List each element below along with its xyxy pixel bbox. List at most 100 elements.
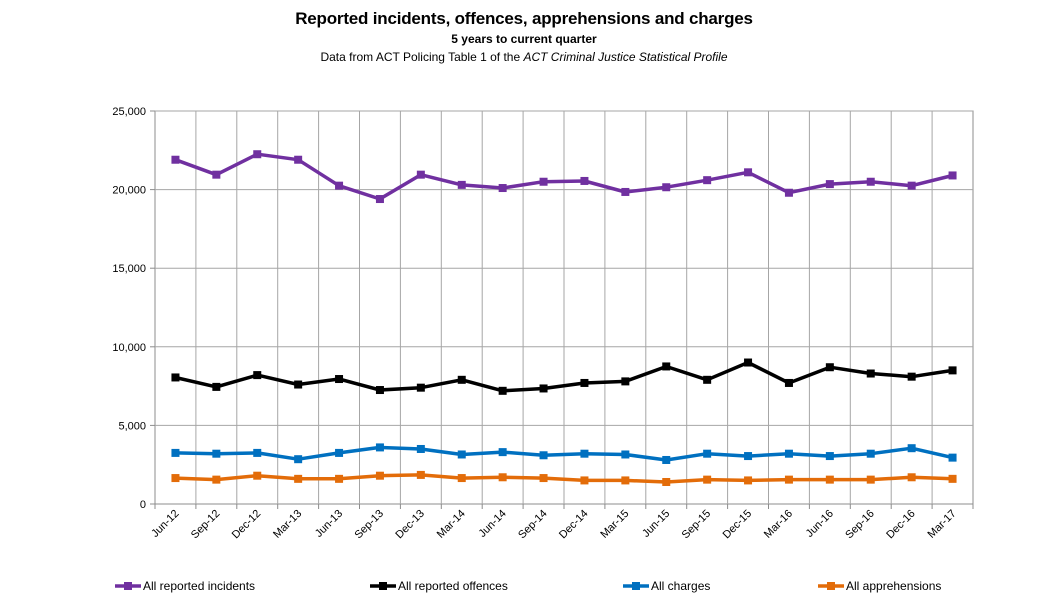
data-point-all-reported-offences xyxy=(212,382,221,391)
data-point-all-reported-offences xyxy=(416,383,425,392)
chart-title: Reported incidents, offences, apprehensi… xyxy=(295,9,753,28)
x-tick-label: Jun-15 xyxy=(640,508,672,540)
data-point-all-reported-offences xyxy=(580,378,589,387)
data-point-all-reported-incidents xyxy=(212,170,221,179)
data-point-all-reported-offences xyxy=(703,375,712,384)
x-tick-label: Sep-16 xyxy=(843,508,877,542)
data-point-all-reported-offences xyxy=(744,358,753,367)
x-tick-label: Jun-16 xyxy=(804,508,836,540)
data-point-all-reported-offences xyxy=(171,373,180,382)
chart-source-title: ACT Criminal Justice Statistical Profile xyxy=(523,50,728,64)
data-point-all-charges xyxy=(948,453,957,462)
x-tick-label: Sep-15 xyxy=(680,508,714,542)
data-point-all-reported-incidents xyxy=(539,177,548,186)
data-point-all-charges xyxy=(825,452,834,461)
data-point-all-apprehensions xyxy=(703,475,712,484)
data-point-all-charges xyxy=(457,450,466,459)
data-point-all-apprehensions xyxy=(457,474,466,483)
y-tick-label: 10,000 xyxy=(112,342,146,354)
y-tick-label: 15,000 xyxy=(112,263,146,275)
data-point-all-reported-offences xyxy=(662,362,671,371)
legend-label-all-reported-incidents: All reported incidents xyxy=(143,579,255,593)
data-point-all-apprehensions xyxy=(539,474,548,483)
x-tick-label: Dec-13 xyxy=(393,508,427,542)
data-point-all-charges xyxy=(416,444,425,453)
series-line-all-apprehensions xyxy=(175,473,953,484)
data-point-all-charges xyxy=(498,448,507,457)
chart-source: Data from ACT Policing Table 1 of the AC… xyxy=(0,48,1048,66)
data-point-all-charges xyxy=(539,451,548,460)
series-line-all-charges xyxy=(175,445,953,462)
data-point-all-reported-offences xyxy=(498,386,507,395)
data-point-all-charges xyxy=(866,449,875,458)
data-point-all-apprehensions xyxy=(744,476,753,485)
data-point-all-reported-offences xyxy=(539,384,548,393)
data-point-all-apprehensions xyxy=(825,475,834,484)
x-tick-label: Mar-17 xyxy=(926,508,959,541)
x-tick-label: Sep-13 xyxy=(352,508,386,542)
data-point-all-reported-incidents xyxy=(784,188,793,197)
data-point-all-charges xyxy=(784,449,793,458)
data-point-all-reported-incidents xyxy=(703,176,712,185)
data-point-all-apprehensions xyxy=(662,477,671,486)
data-point-all-reported-incidents xyxy=(416,170,425,179)
data-point-all-apprehensions xyxy=(294,474,303,483)
y-tick-label: 20,000 xyxy=(112,185,146,197)
data-point-all-reported-offences xyxy=(825,363,834,372)
data-point-all-apprehensions xyxy=(580,476,589,485)
legend-marker-all-reported-incidents xyxy=(124,582,132,590)
data-point-all-charges xyxy=(662,455,671,464)
series-line-all-reported-incidents xyxy=(174,152,953,201)
x-tick-label: Jun-12 xyxy=(149,508,181,540)
y-tick-label: 5,000 xyxy=(118,420,146,432)
data-point-all-reported-offences xyxy=(457,375,466,384)
data-point-all-charges xyxy=(294,455,303,464)
data-point-all-apprehensions xyxy=(253,471,262,480)
chart-source-prefix: Data from ACT Policing Table 1 of the xyxy=(320,50,524,64)
data-point-all-apprehensions xyxy=(784,475,793,484)
x-tick-label: Jun-14 xyxy=(476,508,508,540)
data-point-all-reported-incidents xyxy=(825,180,834,189)
x-tick-label: Dec-15 xyxy=(721,508,755,542)
data-point-all-reported-incidents xyxy=(907,181,916,190)
data-point-all-reported-incidents xyxy=(744,168,753,177)
y-tick-label: 0 xyxy=(140,499,146,511)
data-point-all-apprehensions xyxy=(498,473,507,482)
data-point-all-apprehensions xyxy=(171,474,180,483)
data-point-all-apprehensions xyxy=(375,471,384,480)
x-tick-label: Mar-14 xyxy=(435,508,468,541)
x-tick-label: Jun-13 xyxy=(313,508,345,540)
x-tick-label: Dec-12 xyxy=(230,508,264,542)
data-point-all-charges xyxy=(580,449,589,458)
data-point-all-charges xyxy=(335,448,344,457)
data-point-all-reported-incidents xyxy=(621,187,630,196)
data-point-all-reported-offences xyxy=(335,375,344,384)
x-tick-label: Mar-16 xyxy=(762,508,795,541)
data-point-all-apprehensions xyxy=(621,476,630,485)
legend-marker-all-reported-offences xyxy=(379,582,387,590)
data-point-all-charges xyxy=(703,449,712,458)
data-point-all-reported-offences xyxy=(253,371,262,380)
x-tick-label: Mar-15 xyxy=(598,508,631,541)
data-point-all-charges xyxy=(907,444,916,453)
legend-marker-all-charges xyxy=(632,582,640,590)
data-point-all-reported-incidents xyxy=(580,176,589,185)
legend-label-all-charges: All charges xyxy=(651,579,710,593)
data-point-all-reported-incidents xyxy=(457,180,466,189)
x-tick-label: Sep-12 xyxy=(189,508,223,542)
y-tick-label: 25,000 xyxy=(112,106,146,118)
data-point-all-reported-offences xyxy=(375,386,384,395)
series-line-all-reported-offences xyxy=(175,360,953,393)
data-point-all-reported-incidents xyxy=(335,181,344,190)
data-point-all-apprehensions xyxy=(335,474,344,483)
data-point-all-reported-offences xyxy=(621,377,630,386)
data-point-all-reported-incidents xyxy=(662,183,671,192)
data-point-all-charges xyxy=(171,448,180,457)
chart-header: Reported incidents, offences, apprehensi… xyxy=(0,8,1048,66)
data-point-all-reported-incidents xyxy=(375,195,384,204)
data-point-all-reported-incidents xyxy=(171,155,180,164)
data-point-all-reported-offences xyxy=(784,378,793,387)
data-point-all-charges xyxy=(744,452,753,461)
data-point-all-apprehensions xyxy=(866,475,875,484)
